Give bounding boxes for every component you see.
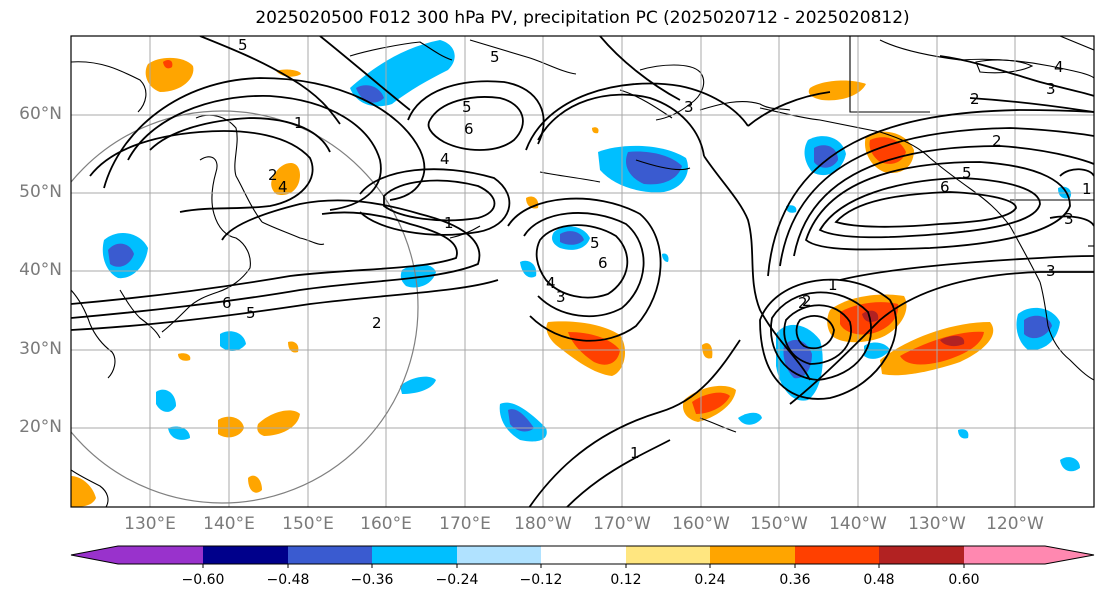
contour-label: 6: [464, 120, 474, 138]
colorbar-segment: [710, 546, 795, 564]
colorbar-segment: [288, 546, 372, 564]
lon-label-150w: 150°W: [750, 514, 808, 534]
contour-label: 5: [238, 36, 248, 54]
colorbar-tick-label: −0.12: [519, 572, 563, 588]
contour-label: 3: [1046, 262, 1056, 280]
lon-label-130w: 130°W: [908, 514, 966, 534]
colorbar-tick-label: −0.60: [181, 572, 225, 588]
contour-label: 5: [590, 234, 600, 252]
contour-label: 2: [268, 166, 278, 184]
colorbar-ticks: [202, 564, 965, 568]
lon-label-140w: 140°W: [829, 514, 887, 534]
lon-label-160w: 160°W: [672, 514, 730, 534]
lat-label-20n: 20°N: [19, 417, 62, 437]
contour-label: 6: [598, 254, 608, 272]
lon-label-180w: 180°W: [514, 514, 572, 534]
contour-label: 6: [222, 294, 232, 312]
lat-label-60n: 60°N: [19, 104, 62, 124]
colorbar-segment: [203, 546, 288, 564]
colorbar-tick-label: −0.48: [266, 572, 310, 588]
contour-label: 1: [1082, 180, 1092, 198]
lat-label-40n: 40°N: [19, 260, 62, 280]
contour-labels: 5 5 5 6 4 1 2 4 1 6 5 2 5 6 3 4 3 1 2 3 …: [222, 36, 1092, 462]
pv-contours: [71, 36, 1094, 507]
lon-label-160e: 160°E: [360, 514, 412, 534]
contour-label: 1: [630, 444, 640, 462]
lat-label-50n: 50°N: [19, 182, 62, 202]
contour-label: 2: [970, 90, 980, 108]
precip-positive-areas: [71, 57, 994, 507]
colorbar-extend-max: [1045, 546, 1094, 564]
contour-label: 4: [440, 150, 450, 168]
colorbar-segment: [879, 546, 964, 564]
contour-label: 5: [490, 48, 500, 66]
lon-label-120w: 120°W: [986, 514, 1044, 534]
range-circle: [71, 110, 419, 504]
colorbar-segment: [541, 546, 626, 564]
colorbar-tick-label: 0.24: [694, 572, 726, 588]
contour-label: 4: [1054, 58, 1064, 76]
contour-label: 3: [1046, 80, 1056, 98]
colorbar-tick-label: −0.24: [435, 572, 479, 588]
colorbar-tick-label: 0.12: [610, 572, 642, 588]
colorbar-segment: [372, 546, 457, 564]
contour-label: 4: [278, 178, 288, 196]
contour-label: 2: [798, 294, 808, 312]
colorbar-extend-min: [71, 546, 118, 564]
contour-label: 3: [556, 288, 566, 306]
contour-label: 2: [992, 132, 1002, 150]
colorbar-segment: [626, 546, 710, 564]
contour-label: 5: [962, 164, 972, 182]
precip-negative-areas: [102, 40, 1080, 472]
lon-label-130e: 130°E: [124, 514, 176, 534]
contour-label: 5: [246, 304, 256, 322]
colorbar-tick-label: 0.36: [779, 572, 811, 588]
map-frame: [70, 35, 1095, 508]
colorbar-segment: [964, 546, 1045, 564]
contour-label: 3: [684, 98, 694, 116]
lat-label-30n: 30°N: [19, 339, 62, 359]
colorbar-segment: [118, 546, 203, 564]
contour-label: 1: [294, 114, 304, 132]
map-title: 2025020500 F012 300 hPa PV, precipitatio…: [255, 8, 910, 28]
colorbar-outline: [70, 545, 1095, 565]
contour-label: 4: [546, 274, 556, 292]
lon-label-150e: 150°E: [282, 514, 334, 534]
contour-label: 1: [828, 276, 838, 294]
lon-label-170e: 170°E: [439, 514, 491, 534]
colorbar-tick-label: 0.48: [863, 572, 895, 588]
colorbar-tick-label: 0.60: [948, 572, 980, 588]
lon-label-170w: 170°W: [593, 514, 651, 534]
colorbar-segment: [795, 546, 879, 564]
contour-label: 3: [1064, 210, 1074, 228]
contour-label: 2: [802, 292, 812, 310]
contour-label: 1: [444, 214, 454, 232]
graticule: [71, 36, 1094, 507]
colorbar-segment: [457, 546, 541, 564]
contour-label: 5: [462, 98, 472, 116]
colorbar-tick-label: −0.36: [350, 572, 394, 588]
contour-label: 2: [372, 314, 382, 332]
contour-label: 6: [940, 178, 950, 196]
lon-label-140e: 140°E: [203, 514, 255, 534]
